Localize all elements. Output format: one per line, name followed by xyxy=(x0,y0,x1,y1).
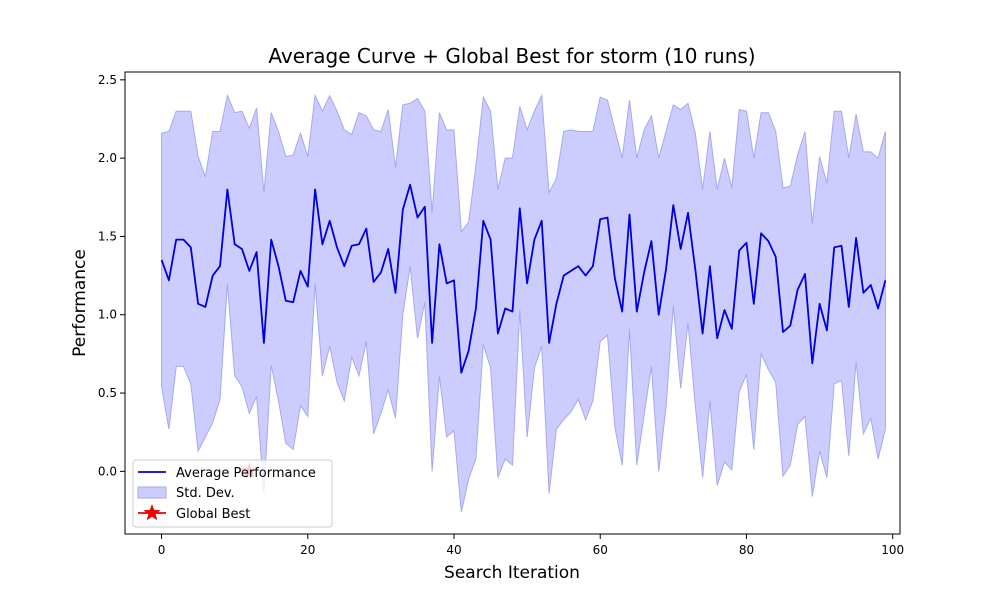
legend-label-stddev: Std. Dev. xyxy=(176,486,235,501)
x-tick-label: 20 xyxy=(300,543,315,557)
x-tick-label: 40 xyxy=(446,543,461,557)
x-tick-label: 60 xyxy=(593,543,608,557)
y-tick-label: 2.0 xyxy=(98,151,117,165)
star-icon xyxy=(143,504,161,521)
x-tick-label: 80 xyxy=(739,543,754,557)
legend-label-global-best: Global Best xyxy=(176,507,250,522)
x-axis: 0 20 40 60 80 100 xyxy=(158,534,904,557)
axes-frame xyxy=(124,71,901,535)
y-axis: 0.0 0.5 1.0 1.5 2.0 2.5 xyxy=(98,73,125,478)
chart-title: Average Curve + Global Best for storm (1… xyxy=(268,44,755,68)
legend: Average Performance Std. Dev. Global Bes… xyxy=(132,459,333,528)
y-tick-label: 0.5 xyxy=(98,386,117,400)
y-tick-label: 2.5 xyxy=(98,73,117,87)
x-axis-title: Search Iteration xyxy=(444,563,580,583)
legend-box xyxy=(132,459,333,528)
std-dev-band xyxy=(161,93,886,513)
x-tick-label: 0 xyxy=(158,543,166,557)
plot-area xyxy=(160,93,887,513)
y-tick-label: 0.0 xyxy=(98,464,117,478)
legend-label-average: Average Performance xyxy=(176,466,316,481)
average-performance-line xyxy=(160,183,887,374)
x-tick-label: 100 xyxy=(881,543,904,557)
y-tick-label: 1.0 xyxy=(98,308,117,322)
y-tick-label: 1.5 xyxy=(98,229,117,243)
y-axis-title: Performance xyxy=(70,249,90,357)
legend-band-swatch xyxy=(137,486,167,499)
